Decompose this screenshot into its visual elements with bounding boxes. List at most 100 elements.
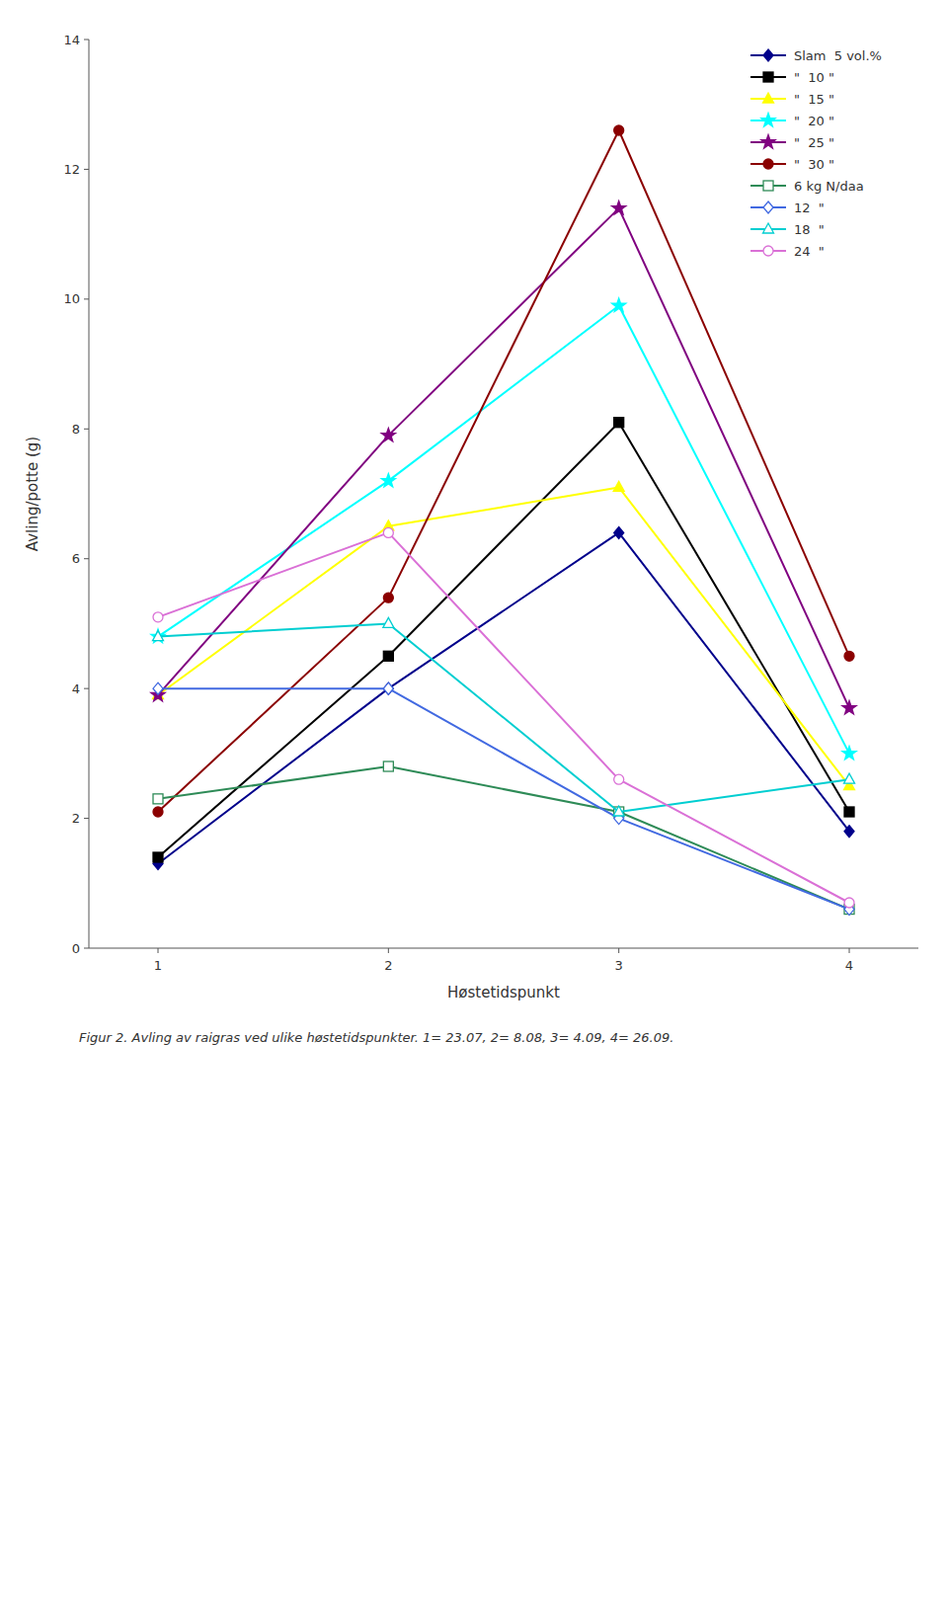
y-tick: [83, 557, 89, 559]
y-tick-label: 12: [63, 161, 80, 177]
legend-marker: [763, 245, 774, 256]
y-tick: [83, 688, 89, 690]
legend-marker: [763, 223, 775, 234]
x-tick: [158, 948, 159, 953]
y-tick-label: 2: [72, 810, 80, 826]
point: [614, 526, 625, 539]
legend-label: " 20 ": [793, 113, 835, 129]
y-axis-label: Avling/potte (g): [23, 436, 42, 552]
x-tick: [849, 948, 851, 953]
point: [844, 825, 855, 838]
point: [614, 774, 625, 785]
legend-item: 24 ": [750, 243, 825, 259]
x-tick-label: 4: [845, 957, 854, 973]
point: [153, 793, 163, 804]
plot-area: [151, 125, 857, 916]
line: [158, 486, 850, 786]
legend-marker: [763, 201, 774, 214]
legend-label: " 15 ": [793, 91, 835, 107]
point: [614, 417, 625, 428]
x-tick-label: 1: [154, 957, 162, 973]
line: [158, 532, 850, 903]
point: [153, 806, 163, 817]
series: [153, 480, 856, 790]
y-tick: [83, 168, 89, 170]
point: [153, 852, 163, 863]
point: [842, 700, 857, 714]
legend-label: " 25 ": [793, 135, 835, 151]
y-axis-line: [88, 39, 90, 948]
legend-label: Slam 5 vol.%: [793, 48, 882, 64]
legend-label: 18 ": [793, 222, 825, 237]
point: [844, 806, 855, 817]
point: [383, 682, 394, 695]
x-tick-label: 2: [384, 957, 393, 973]
line: [158, 766, 850, 910]
point: [844, 650, 855, 661]
point: [612, 200, 627, 215]
x-axis-label: Høstetidspunkt: [447, 983, 560, 1002]
point: [844, 897, 855, 908]
legend-marker: [763, 49, 774, 62]
y-tick-label: 8: [72, 421, 80, 437]
caption: Figur 2. Avling av raigras ved ulike høs…: [79, 1029, 674, 1045]
legend-label: 24 ": [793, 243, 825, 259]
y-tick: [83, 817, 89, 819]
point: [612, 298, 627, 313]
line: [158, 130, 850, 812]
series: [153, 125, 855, 817]
y-tick-label: 0: [72, 941, 80, 956]
point: [614, 125, 625, 136]
point: [153, 682, 163, 695]
line: [158, 532, 850, 864]
point: [383, 761, 394, 772]
legend-item: 18 ": [750, 222, 825, 237]
axes: 123402468101214: [63, 32, 919, 974]
line: [158, 305, 850, 753]
legend-marker: [763, 180, 774, 191]
point: [381, 473, 395, 487]
point: [842, 745, 857, 760]
point: [383, 592, 394, 603]
line: [158, 688, 850, 909]
point: [383, 682, 394, 695]
series: [153, 417, 855, 863]
legend-label: 12 ": [793, 200, 825, 216]
chart: 123402468101214HøstetidspunktAvling/pott…: [0, 0, 948, 1600]
point: [383, 527, 394, 538]
series: [151, 200, 857, 714]
legend-item: " 20 ": [750, 113, 835, 129]
legend-marker: [761, 113, 776, 128]
legend-marker: [763, 72, 774, 82]
point: [613, 805, 625, 816]
y-tick: [83, 39, 89, 41]
series: [151, 298, 857, 760]
x-axis-line: [88, 948, 919, 949]
legend-label: " 30 ": [793, 157, 835, 172]
y-tick-label: 6: [72, 551, 80, 566]
line: [158, 422, 850, 858]
x-tick: [388, 948, 390, 953]
point: [383, 617, 395, 628]
legend-label: 6 kg N/daa: [793, 178, 865, 194]
legend-item: " 25 ": [750, 135, 835, 151]
y-tick-label: 10: [63, 291, 80, 307]
legend-marker: [761, 135, 776, 150]
point: [153, 612, 163, 623]
line: [158, 623, 850, 812]
legend-item: Slam 5 vol.%: [750, 48, 882, 64]
y-tick: [83, 948, 89, 949]
legend-marker: [763, 158, 774, 169]
legend-item: 12 ": [750, 200, 825, 216]
series: [153, 527, 855, 908]
legend-marker: [763, 92, 775, 103]
series: [153, 526, 855, 869]
point: [153, 631, 164, 641]
legend-label: " 10 ": [793, 70, 835, 85]
legend-item: " 10 ": [750, 70, 835, 85]
y-tick: [83, 428, 89, 430]
y-tick: [83, 298, 89, 300]
y-tick-label: 4: [72, 681, 80, 697]
legend-item: " 30 ": [750, 157, 835, 172]
point: [383, 650, 394, 661]
